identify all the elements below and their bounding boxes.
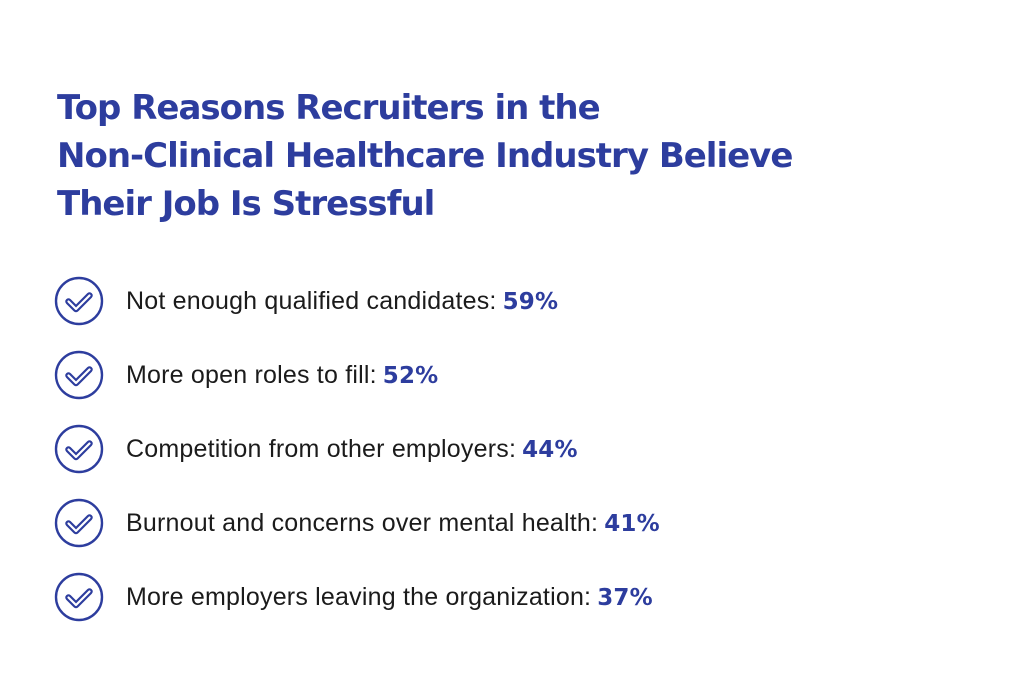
title-line: Top Reasons Recruiters in the bbox=[57, 88, 601, 128]
title-line: Their Job Is Stressful bbox=[57, 184, 435, 224]
list-item: Competition from other employers: 44% bbox=[54, 412, 660, 486]
list-item: More employers leaving the organization:… bbox=[54, 560, 660, 634]
reason-text: Not enough qualified candidates: 59% bbox=[126, 287, 558, 316]
reason-label: Competition from other employers: bbox=[126, 434, 517, 463]
reason-text: More employers leaving the organization:… bbox=[126, 583, 653, 612]
check-circle-icon bbox=[54, 498, 104, 548]
reasons-list: Not enough qualified candidates: 59% More… bbox=[54, 264, 660, 634]
reason-label: More employers leaving the organization: bbox=[126, 582, 592, 611]
reason-percent: 59% bbox=[502, 288, 559, 315]
reason-text: More open roles to fill: 52% bbox=[126, 361, 438, 390]
reason-percent: 52% bbox=[382, 362, 439, 389]
reason-percent: 44% bbox=[522, 436, 578, 463]
title-line: Non-Clinical Healthcare Industry Believe bbox=[57, 136, 793, 176]
reason-text: Competition from other employers: 44% bbox=[126, 435, 578, 464]
reason-label: Not enough qualified candidates: bbox=[126, 286, 497, 315]
check-circle-icon bbox=[54, 276, 104, 326]
reason-percent: 37% bbox=[597, 584, 653, 611]
list-item: More open roles to fill: 52% bbox=[54, 338, 660, 412]
reason-text: Burnout and concerns over mental health:… bbox=[126, 509, 660, 538]
list-item: Not enough qualified candidates: 59% bbox=[54, 264, 660, 338]
check-circle-icon bbox=[54, 350, 104, 400]
reason-label: More open roles to fill: bbox=[126, 360, 377, 389]
page-title: Top Reasons Recruiters in the Non-Clinic… bbox=[57, 84, 957, 228]
check-circle-icon bbox=[54, 424, 104, 474]
list-item: Burnout and concerns over mental health:… bbox=[54, 486, 660, 560]
reason-label: Burnout and concerns over mental health: bbox=[126, 508, 599, 537]
check-circle-icon bbox=[54, 572, 104, 622]
reason-percent: 41% bbox=[604, 510, 660, 537]
